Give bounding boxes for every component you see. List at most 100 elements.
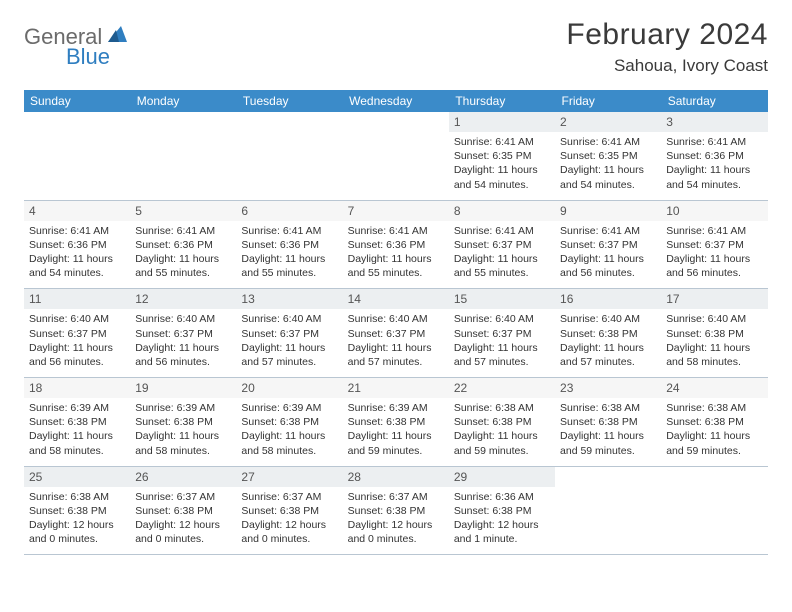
sunset-line: Sunset: 6:37 PM <box>666 238 762 252</box>
day-content: Sunrise: 6:38 AMSunset: 6:38 PMDaylight:… <box>555 398 661 466</box>
day-number: 1 <box>449 112 555 132</box>
sunset-line: Sunset: 6:35 PM <box>454 149 550 163</box>
day-cell: 3Sunrise: 6:41 AMSunset: 6:36 PMDaylight… <box>661 112 767 200</box>
page-title: February 2024 <box>566 18 768 52</box>
daylight-line-1: Daylight: 11 hours <box>241 341 337 355</box>
day-header: Monday <box>130 90 236 112</box>
daylight-line-2: and 55 minutes. <box>135 266 231 280</box>
day-content: Sunrise: 6:40 AMSunset: 6:37 PMDaylight:… <box>449 309 555 377</box>
day-number: 8 <box>449 201 555 221</box>
sunrise-line: Sunrise: 6:36 AM <box>454 490 550 504</box>
sunrise-line: Sunrise: 6:40 AM <box>666 312 762 326</box>
day-cell: 1Sunrise: 6:41 AMSunset: 6:35 PMDaylight… <box>449 112 555 200</box>
day-cell: 25Sunrise: 6:38 AMSunset: 6:38 PMDayligh… <box>24 466 130 555</box>
daylight-line-2: and 59 minutes. <box>348 444 444 458</box>
day-content: Sunrise: 6:37 AMSunset: 6:38 PMDaylight:… <box>236 487 342 555</box>
daylight-line-1: Daylight: 12 hours <box>454 518 550 532</box>
sunrise-line: Sunrise: 6:41 AM <box>29 224 125 238</box>
day-number: 6 <box>236 201 342 221</box>
day-content: Sunrise: 6:41 AMSunset: 6:36 PMDaylight:… <box>236 221 342 289</box>
day-content: Sunrise: 6:38 AMSunset: 6:38 PMDaylight:… <box>24 487 130 555</box>
day-number: 15 <box>449 289 555 309</box>
daylight-line-2: and 1 minute. <box>454 532 550 546</box>
daylight-line-2: and 58 minutes. <box>666 355 762 369</box>
day-content: Sunrise: 6:41 AMSunset: 6:37 PMDaylight:… <box>555 221 661 289</box>
week-row: 25Sunrise: 6:38 AMSunset: 6:38 PMDayligh… <box>24 466 768 555</box>
daylight-line-1: Daylight: 11 hours <box>454 163 550 177</box>
daylight-line-1: Daylight: 11 hours <box>454 252 550 266</box>
daylight-line-2: and 54 minutes. <box>666 178 762 192</box>
daylight-line-1: Daylight: 11 hours <box>29 341 125 355</box>
day-cell: 21Sunrise: 6:39 AMSunset: 6:38 PMDayligh… <box>343 378 449 467</box>
day-cell: 18Sunrise: 6:39 AMSunset: 6:38 PMDayligh… <box>24 378 130 467</box>
daylight-line-2: and 56 minutes. <box>560 266 656 280</box>
day-number: 7 <box>343 201 449 221</box>
day-cell: 17Sunrise: 6:40 AMSunset: 6:38 PMDayligh… <box>661 289 767 378</box>
day-content: Sunrise: 6:39 AMSunset: 6:38 PMDaylight:… <box>130 398 236 466</box>
day-number: 29 <box>449 467 555 487</box>
day-cell: 4Sunrise: 6:41 AMSunset: 6:36 PMDaylight… <box>24 200 130 289</box>
daylight-line-2: and 0 minutes. <box>241 532 337 546</box>
daylight-line-2: and 56 minutes. <box>135 355 231 369</box>
daylight-line-2: and 55 minutes. <box>454 266 550 280</box>
daylight-line-1: Daylight: 11 hours <box>348 252 444 266</box>
sunrise-line: Sunrise: 6:41 AM <box>241 224 337 238</box>
sunset-line: Sunset: 6:37 PM <box>348 327 444 341</box>
day-header: Tuesday <box>236 90 342 112</box>
daylight-line-2: and 56 minutes. <box>29 355 125 369</box>
sunset-line: Sunset: 6:38 PM <box>135 415 231 429</box>
day-cell: 5Sunrise: 6:41 AMSunset: 6:36 PMDaylight… <box>130 200 236 289</box>
daylight-line-1: Daylight: 11 hours <box>135 429 231 443</box>
day-number: 27 <box>236 467 342 487</box>
sunset-line: Sunset: 6:37 PM <box>135 327 231 341</box>
sunrise-line: Sunrise: 6:41 AM <box>454 224 550 238</box>
daylight-line-1: Daylight: 12 hours <box>348 518 444 532</box>
daylight-line-1: Daylight: 11 hours <box>666 429 762 443</box>
logo-sail-icon <box>107 24 129 49</box>
week-row: 18Sunrise: 6:39 AMSunset: 6:38 PMDayligh… <box>24 378 768 467</box>
daylight-line-2: and 57 minutes. <box>454 355 550 369</box>
daylight-line-2: and 59 minutes. <box>454 444 550 458</box>
daylight-line-2: and 54 minutes. <box>560 178 656 192</box>
day-cell: 6Sunrise: 6:41 AMSunset: 6:36 PMDaylight… <box>236 200 342 289</box>
day-content: Sunrise: 6:41 AMSunset: 6:37 PMDaylight:… <box>661 221 767 289</box>
day-cell: 13Sunrise: 6:40 AMSunset: 6:37 PMDayligh… <box>236 289 342 378</box>
sunset-line: Sunset: 6:36 PM <box>241 238 337 252</box>
day-content: Sunrise: 6:38 AMSunset: 6:38 PMDaylight:… <box>449 398 555 466</box>
day-number: 5 <box>130 201 236 221</box>
day-header: Friday <box>555 90 661 112</box>
sunset-line: Sunset: 6:38 PM <box>135 504 231 518</box>
day-header: Wednesday <box>343 90 449 112</box>
sunrise-line: Sunrise: 6:40 AM <box>29 312 125 326</box>
sunset-line: Sunset: 6:36 PM <box>348 238 444 252</box>
daylight-line-2: and 0 minutes. <box>348 532 444 546</box>
day-cell: 19Sunrise: 6:39 AMSunset: 6:38 PMDayligh… <box>130 378 236 467</box>
day-number: 22 <box>449 378 555 398</box>
day-content: Sunrise: 6:39 AMSunset: 6:38 PMDaylight:… <box>343 398 449 466</box>
daylight-line-1: Daylight: 11 hours <box>666 341 762 355</box>
day-content: Sunrise: 6:40 AMSunset: 6:37 PMDaylight:… <box>343 309 449 377</box>
sunset-line: Sunset: 6:38 PM <box>666 327 762 341</box>
day-header: Thursday <box>449 90 555 112</box>
daylight-line-1: Daylight: 11 hours <box>560 429 656 443</box>
daylight-line-1: Daylight: 11 hours <box>29 429 125 443</box>
daylight-line-1: Daylight: 11 hours <box>454 341 550 355</box>
sunrise-line: Sunrise: 6:37 AM <box>241 490 337 504</box>
week-row: 11Sunrise: 6:40 AMSunset: 6:37 PMDayligh… <box>24 289 768 378</box>
week-row: 1Sunrise: 6:41 AMSunset: 6:35 PMDaylight… <box>24 112 768 200</box>
daylight-line-2: and 0 minutes. <box>29 532 125 546</box>
daylight-line-1: Daylight: 11 hours <box>560 252 656 266</box>
sunset-line: Sunset: 6:36 PM <box>135 238 231 252</box>
logo: General Blue <box>24 24 129 50</box>
day-cell: 26Sunrise: 6:37 AMSunset: 6:38 PMDayligh… <box>130 466 236 555</box>
daylight-line-1: Daylight: 11 hours <box>241 429 337 443</box>
sunrise-line: Sunrise: 6:41 AM <box>135 224 231 238</box>
day-header-row: Sunday Monday Tuesday Wednesday Thursday… <box>24 90 768 112</box>
sunrise-line: Sunrise: 6:40 AM <box>560 312 656 326</box>
daylight-line-1: Daylight: 11 hours <box>560 341 656 355</box>
day-content: Sunrise: 6:41 AMSunset: 6:36 PMDaylight:… <box>343 221 449 289</box>
day-cell: 15Sunrise: 6:40 AMSunset: 6:37 PMDayligh… <box>449 289 555 378</box>
day-number: 19 <box>130 378 236 398</box>
daylight-line-2: and 54 minutes. <box>454 178 550 192</box>
day-cell: 28Sunrise: 6:37 AMSunset: 6:38 PMDayligh… <box>343 466 449 555</box>
